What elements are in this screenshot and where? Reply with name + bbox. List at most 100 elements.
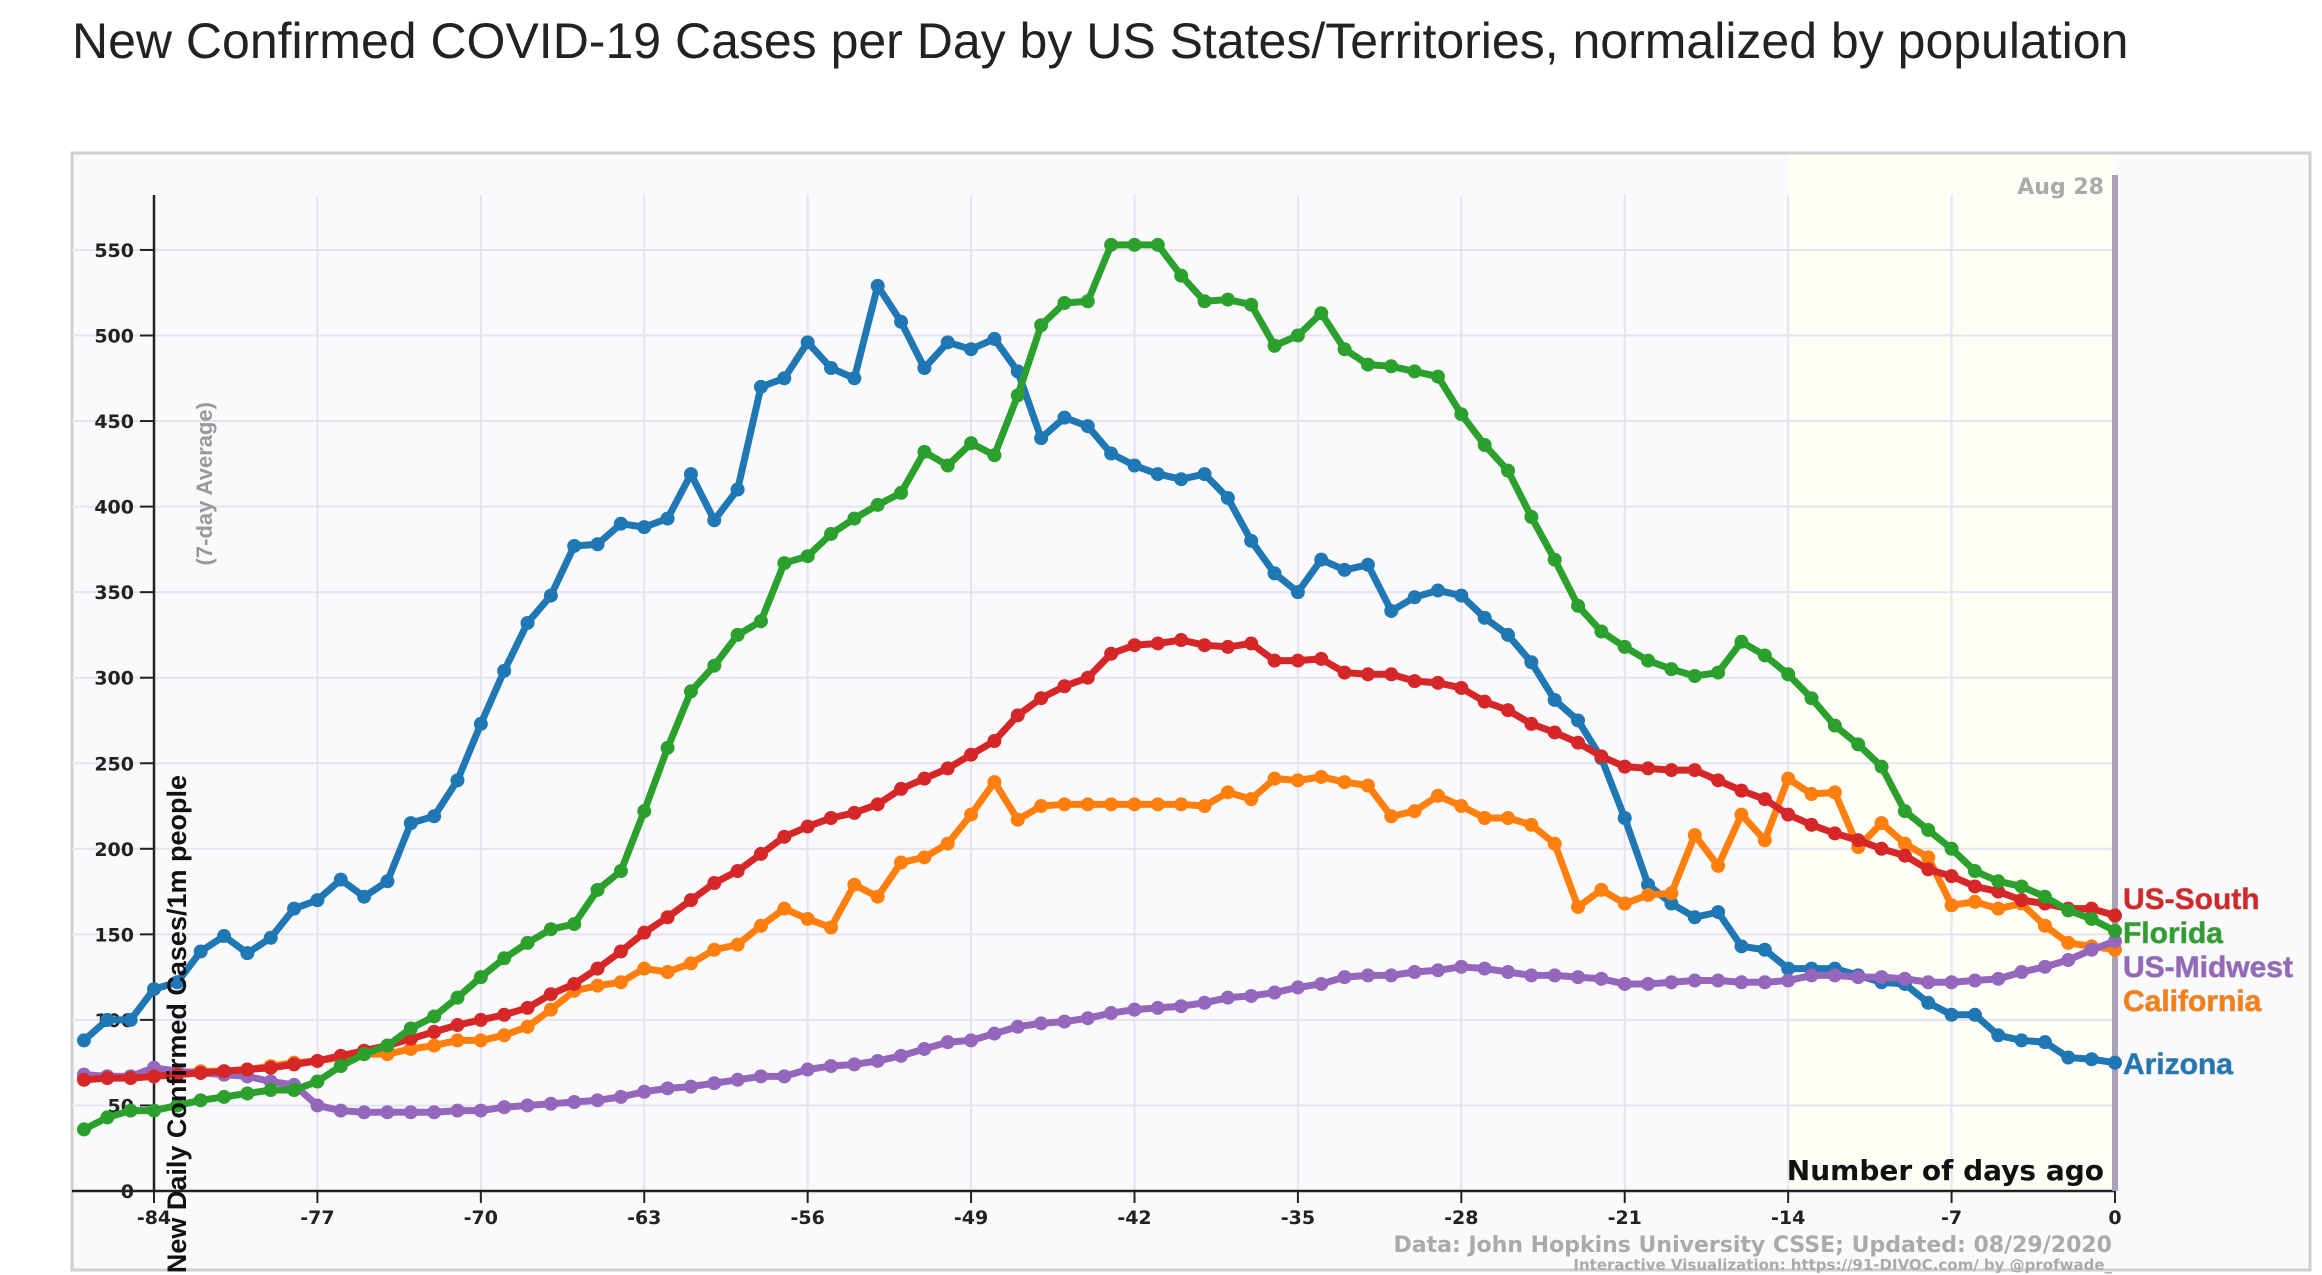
data-point-florida [2061,903,2076,918]
data-point-florida [730,627,745,642]
data-point-arizona [333,872,348,887]
data-point-california [894,855,909,870]
data-point-florida [987,448,1002,463]
x-tick-label: -84 [137,1207,171,1229]
data-point-florida [1827,718,1842,733]
data-point-arizona [100,1012,115,1027]
data-point-us-south [777,829,792,844]
data-point-us-midwest [2084,942,2099,957]
data-point-us-south [660,910,675,925]
data-point-us-south [1314,651,1329,666]
data-point-california [847,877,862,892]
data-point-arizona [1314,552,1329,567]
data-point-us-midwest [1781,973,1796,988]
data-point-arizona [800,335,815,350]
date-marker-label: Aug 28 [2017,175,2104,200]
data-point-us-midwest [707,1076,722,1091]
series-label-california: California [2123,985,2262,1018]
data-point-us-south [1967,879,1982,894]
data-point-florida [870,497,885,512]
data-point-florida [100,1110,115,1125]
data-point-us-midwest [637,1084,652,1099]
data-point-arizona [894,314,909,329]
x-tick-label: -42 [1117,1207,1151,1229]
data-point-florida [1641,653,1656,668]
data-point-us-midwest [1804,968,1819,983]
data-point-california [1057,797,1072,812]
data-point-california [1571,899,1586,914]
data-point-us-south [1594,749,1609,764]
data-point-us-south [753,846,768,861]
data-point-florida [1501,463,1516,478]
data-point-florida [1360,357,1375,372]
data-point-florida [1967,864,1982,879]
data-point-us-south [1991,884,2006,899]
data-point-florida [940,458,955,473]
data-point-florida [520,935,535,950]
data-point-california [1080,797,1095,812]
data-point-arizona [263,930,278,945]
data-point-florida [707,658,722,673]
data-point-california [1944,898,1959,913]
data-point-arizona [940,335,955,350]
data-point-us-midwest [753,1069,768,1084]
data-point-california [707,942,722,957]
data-point-florida [1991,874,2006,889]
x-tick-label: -77 [300,1207,334,1229]
data-point-us-midwest [800,1062,815,1077]
data-point-florida [567,917,582,932]
data-point-florida [193,1093,208,1108]
data-point-florida [660,740,675,755]
data-point-us-midwest [870,1053,885,1068]
data-point-us-south [76,1072,91,1087]
data-point-florida [450,990,465,1005]
data-point-florida [637,804,652,819]
data-point-arizona [847,371,862,386]
data-point-florida [1711,665,1726,680]
data-point-florida [1757,648,1772,663]
data-point-california [2037,918,2052,933]
x-tick-label: -28 [1444,1207,1478,1229]
y-tick-label: 150 [94,924,134,946]
data-point-florida [894,485,909,500]
data-point-florida [917,444,932,459]
data-point-arizona [870,278,885,293]
data-point-california [730,937,745,952]
data-point-us-south [520,1000,535,1015]
data-point-us-midwest [1034,1016,1049,1031]
data-point-california [1454,799,1469,814]
data-point-florida [1337,342,1352,357]
data-point-arizona [1290,585,1305,600]
data-point-arizona [193,944,208,959]
data-point-florida [1547,552,1562,567]
data-point-california [520,1019,535,1034]
data-point-us-south [1244,636,1259,651]
data-point-florida [287,1083,302,1098]
data-point-us-south [683,893,698,908]
data-point-arizona [824,361,839,376]
data-point-arizona [403,816,418,831]
data-point-arizona [1127,458,1142,473]
data-point-us-south [1127,638,1142,653]
data-point-california [2061,935,2076,950]
data-point-california [777,901,792,916]
data-point-us-midwest [450,1103,465,1118]
series-us-south [76,633,2122,1087]
data-point-us-midwest [894,1048,909,1063]
data-point-california [987,775,1002,790]
data-point-california [1010,812,1025,827]
data-point-arizona [450,773,465,788]
data-point-florida [590,882,605,897]
data-point-us-midwest [824,1059,839,1074]
credit-note[interactable]: Interactive Visualization: https://91-DI… [1573,1256,2112,1274]
data-point-arizona [917,361,932,376]
data-point-us-south [730,864,745,879]
data-point-us-midwest [1197,995,1212,1010]
data-point-us-south [1571,735,1586,750]
x-tick-label: -49 [954,1207,988,1229]
data-point-arizona [357,889,372,904]
data-point-us-midwest [1827,968,1842,983]
y-axis-subtitle: (7-day Average) [192,402,217,565]
